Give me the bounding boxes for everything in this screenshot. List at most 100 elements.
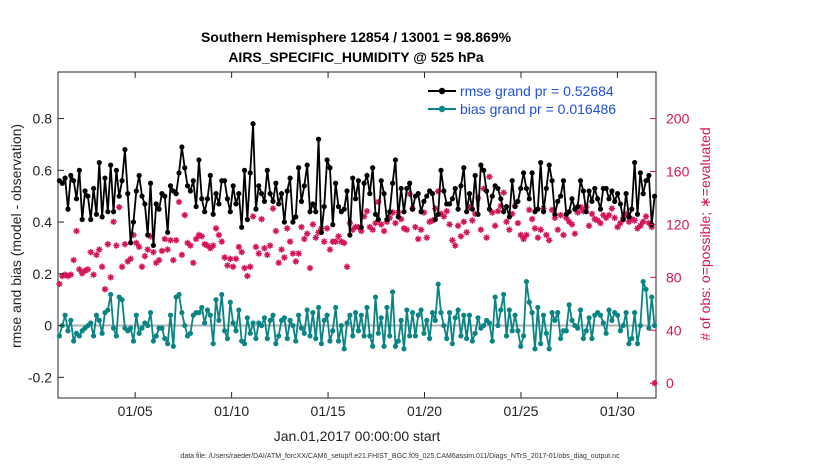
bias-point bbox=[105, 307, 111, 313]
rmse-point bbox=[501, 209, 507, 215]
rmse-point bbox=[424, 193, 430, 199]
bias-point bbox=[407, 333, 413, 339]
obs-evaluated-point bbox=[565, 218, 573, 225]
obs-evaluated-point bbox=[457, 233, 465, 240]
bias-point bbox=[88, 320, 94, 326]
obs-evaluated-point bbox=[90, 271, 97, 278]
bias-point bbox=[71, 338, 77, 344]
rmse-point bbox=[626, 214, 632, 220]
rmse-point bbox=[65, 206, 71, 212]
obs-evaluated-point bbox=[611, 214, 618, 221]
obs-evaluated-point bbox=[563, 214, 570, 221]
bias-point bbox=[452, 315, 458, 321]
rmse-point bbox=[244, 216, 250, 223]
legend-box bbox=[424, 78, 650, 118]
obs-evaluated-point bbox=[158, 247, 166, 255]
obs-evaluated-point bbox=[241, 264, 248, 272]
rmse-point bbox=[404, 185, 410, 192]
rmse-point bbox=[213, 191, 219, 197]
bias-point bbox=[441, 322, 447, 329]
rmse-point bbox=[387, 209, 393, 215]
rmse-point bbox=[318, 229, 325, 236]
rmse-point bbox=[651, 193, 658, 199]
bias-point bbox=[421, 330, 427, 336]
y-tick-label: 0 bbox=[44, 318, 52, 334]
rmse-point bbox=[298, 198, 305, 204]
bias-point bbox=[563, 328, 569, 334]
bias-point bbox=[481, 322, 487, 329]
obs-evaluated-point bbox=[338, 238, 345, 245]
obs-evaluated-point bbox=[81, 267, 89, 274]
bias-point bbox=[293, 338, 299, 344]
rmse-point bbox=[90, 185, 97, 192]
bias-point bbox=[518, 343, 524, 349]
obs-evaluated-point bbox=[406, 190, 413, 198]
obs-evaluated-point bbox=[642, 213, 650, 220]
rmse-point bbox=[333, 180, 339, 186]
rmse-point bbox=[341, 206, 347, 212]
chart-title-line1: Southern Hemisphere 12854 / 13001 = 98.8… bbox=[201, 29, 512, 45]
obs-evaluated-point bbox=[167, 237, 174, 244]
rmse-point bbox=[128, 240, 134, 246]
obs-evaluated-point bbox=[645, 219, 653, 227]
rmse-point bbox=[110, 209, 117, 215]
bias-point bbox=[472, 330, 478, 336]
obs-evaluated-point bbox=[150, 249, 157, 256]
rmse-point bbox=[239, 224, 245, 230]
bias-point bbox=[241, 341, 248, 347]
rmse-point bbox=[461, 165, 467, 171]
bias-point bbox=[335, 338, 342, 344]
bias-point bbox=[464, 335, 470, 342]
obs-evaluated-point bbox=[443, 207, 450, 215]
rmse-point bbox=[281, 219, 287, 225]
rmse-point bbox=[162, 193, 168, 199]
obs-evaluated-point bbox=[98, 263, 106, 270]
bias-point bbox=[96, 317, 102, 323]
bias-point bbox=[301, 330, 307, 336]
rmse-point bbox=[147, 180, 154, 186]
bias-point bbox=[558, 335, 564, 342]
bias-point bbox=[318, 341, 325, 347]
rmse-point bbox=[173, 191, 179, 197]
rmse-point bbox=[495, 185, 501, 192]
bias-point bbox=[503, 333, 510, 339]
rmse-point bbox=[301, 183, 307, 189]
rmse-point bbox=[418, 209, 424, 215]
obs-evaluated-point bbox=[195, 231, 203, 239]
bias-point bbox=[310, 310, 316, 316]
y2-tick-label: 200 bbox=[666, 111, 690, 127]
bias-point bbox=[543, 330, 549, 336]
obs-evaluated-point bbox=[227, 255, 234, 263]
obs-evaluated-point bbox=[289, 250, 297, 257]
y-tick-label: 0.4 bbox=[33, 214, 53, 230]
obs-evaluated-point bbox=[281, 254, 288, 261]
bias-point bbox=[236, 307, 242, 313]
rmse-point bbox=[287, 175, 293, 181]
obs-evaluated-point bbox=[580, 207, 587, 215]
obs-evaluated-point bbox=[266, 242, 274, 249]
obs-evaluated-point bbox=[235, 243, 243, 251]
rmse-point bbox=[293, 214, 299, 220]
obs-evaluated-point bbox=[605, 211, 613, 219]
rmse-point bbox=[133, 188, 139, 194]
rmse-point bbox=[509, 178, 515, 184]
y-axis-label: rmse and bias (model - observation) bbox=[8, 124, 24, 348]
bias-point bbox=[204, 307, 211, 313]
rmse-point bbox=[526, 196, 532, 202]
bias-point bbox=[281, 315, 287, 321]
rmse-point bbox=[361, 180, 367, 186]
bias-point bbox=[165, 341, 171, 347]
bias-point bbox=[555, 310, 561, 316]
obs-evaluated-point bbox=[380, 227, 388, 235]
obs-evaluated-point bbox=[355, 223, 362, 231]
bias-point bbox=[250, 320, 256, 326]
obs-evaluated-point bbox=[389, 209, 396, 216]
bias-point bbox=[577, 307, 584, 313]
bias-point bbox=[623, 310, 629, 316]
rmse-point bbox=[634, 211, 641, 217]
bias-point bbox=[364, 304, 370, 311]
bias-point bbox=[221, 328, 228, 334]
bias-point bbox=[110, 325, 117, 331]
obs-evaluated-point bbox=[255, 250, 262, 257]
obs-evaluated-point bbox=[135, 243, 143, 251]
